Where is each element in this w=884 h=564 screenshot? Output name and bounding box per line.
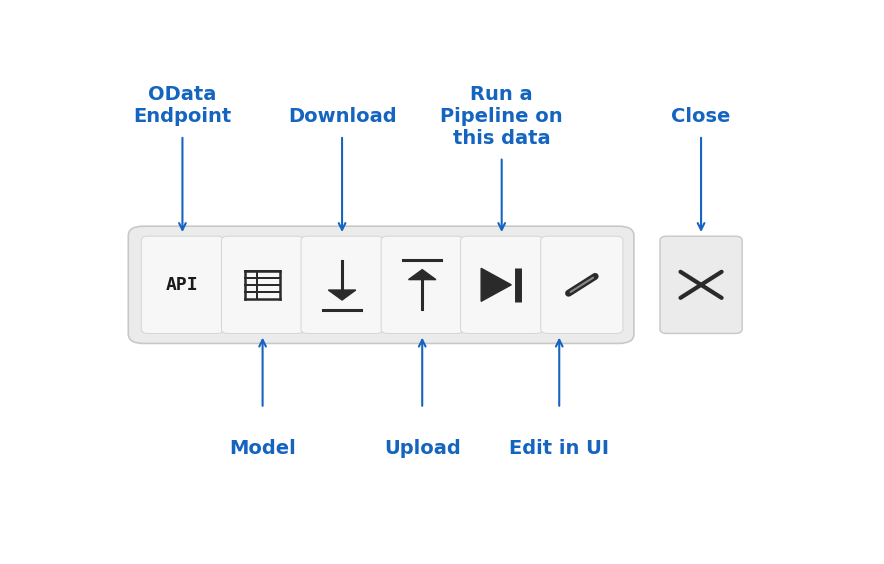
Text: Edit in UI: Edit in UI	[509, 439, 609, 458]
Text: OData
Endpoint: OData Endpoint	[133, 85, 232, 126]
Polygon shape	[481, 268, 511, 301]
FancyBboxPatch shape	[128, 226, 634, 343]
FancyBboxPatch shape	[541, 236, 623, 333]
FancyBboxPatch shape	[461, 236, 543, 333]
FancyBboxPatch shape	[141, 236, 224, 333]
Text: Model: Model	[229, 439, 296, 458]
FancyBboxPatch shape	[381, 236, 463, 333]
Text: Download: Download	[288, 107, 396, 126]
Text: API: API	[166, 276, 199, 294]
Polygon shape	[408, 270, 436, 280]
Polygon shape	[328, 290, 355, 300]
Text: Run a
Pipeline on
this data: Run a Pipeline on this data	[440, 85, 563, 148]
FancyBboxPatch shape	[301, 236, 383, 333]
Text: Upload: Upload	[384, 439, 461, 458]
FancyBboxPatch shape	[660, 236, 743, 333]
Text: Close: Close	[671, 107, 731, 126]
FancyBboxPatch shape	[222, 236, 304, 333]
